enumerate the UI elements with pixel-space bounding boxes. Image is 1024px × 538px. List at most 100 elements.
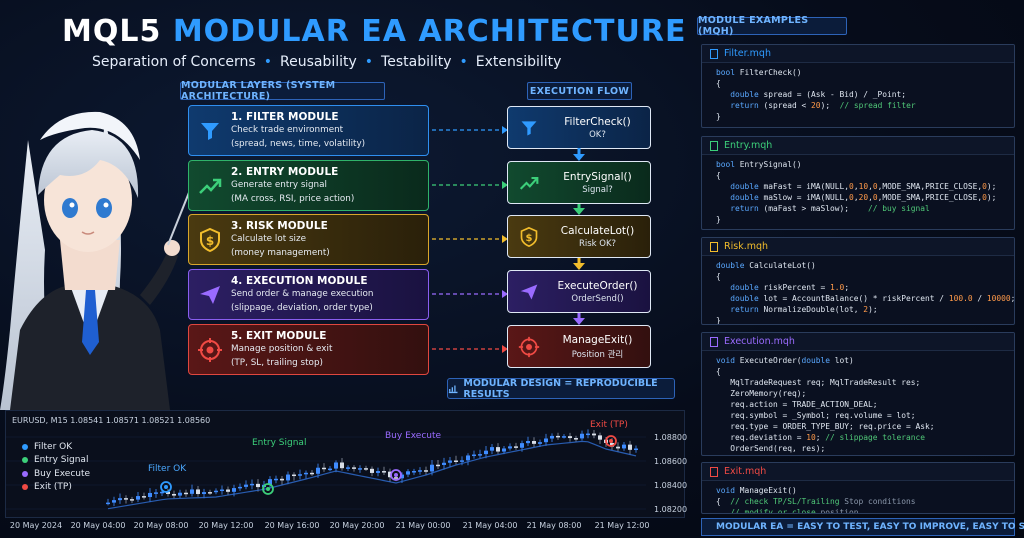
code-line: req.deviation = 10; // slippage toleranc…: [716, 433, 926, 442]
buy-execute-marker-dot: [394, 473, 398, 477]
footer-banner: MODULAR EA = EASY TO TEST, EASY TO IMPRO…: [701, 518, 1024, 536]
price-chart: 1.08800 1.08600 1.08400 1.08200: [5, 410, 688, 518]
code-card-header: Exit.mqh: [702, 463, 1014, 481]
module-desc: Send order & manage execution: [231, 289, 374, 299]
candle-body: [586, 433, 590, 436]
target-icon: [189, 325, 231, 374]
funnel-icon: [189, 106, 231, 155]
module-title: 3. RISK MODULE: [231, 220, 328, 232]
candle-body: [334, 462, 338, 469]
annotation-buy-execute: Buy Execute: [385, 431, 442, 441]
candle-body: [526, 440, 530, 444]
candle-body: [280, 478, 284, 481]
candle-body: [514, 446, 518, 448]
layers-section-header: MODULAR LAYERS (SYSTEM ARCHITECTURE): [180, 80, 385, 102]
page-title: MQL5 MODULAR EA ARCHITECTURE: [62, 14, 686, 49]
code-line: double lot = AccountBalance() * riskPerc…: [730, 294, 1015, 303]
code-line: return NormalizeDouble(lot, 2);: [730, 305, 878, 314]
code-line: bool EntrySignal(): [716, 160, 802, 169]
flow-down-arrows: [573, 148, 585, 325]
design-badge: MODULAR DESIGN = REPRODUCIBLE RESULTS: [447, 378, 675, 400]
trend-up-icon: [508, 173, 550, 193]
code-line: double maFast = iMA(NULL,0,10,0,MODE_SMA…: [730, 182, 997, 191]
code-card-entry: Entry.mqh bool EntrySignal() { double maFa…: [701, 136, 1015, 230]
chart-legend: Filter OK Entry Signal Buy Execute Exit …: [22, 440, 90, 494]
flow-function: ManageExit(): [562, 333, 633, 346]
module-desc: Generate entry signal: [231, 180, 327, 190]
dollar-shield-icon: $: [189, 215, 231, 264]
code-line: }: [716, 112, 721, 121]
module-desc: Calculate lot size: [231, 234, 307, 244]
x-tick: 21 May 04:00: [462, 521, 518, 530]
candle-body: [154, 492, 158, 494]
file-icon: [710, 140, 718, 151]
code-line: req.type = ORDER_TYPE_BUY; req.price = A…: [716, 422, 935, 431]
candle-body: [136, 496, 140, 500]
flow-check: Position 관리: [571, 349, 624, 360]
candle-body: [184, 492, 188, 495]
flow-section-header: EXECUTION FLOW: [527, 82, 632, 100]
x-tick: 21 May 08:00: [526, 521, 582, 530]
flow-step-filter: FilterCheck() OK?: [507, 106, 651, 149]
candle-body: [352, 467, 356, 469]
candle-body: [454, 460, 458, 462]
code-card-execution: Execution.mqh void ExecuteOrder(double lo…: [701, 332, 1015, 456]
candle-body: [610, 442, 614, 447]
file-icon: [710, 241, 718, 252]
candle-body: [124, 498, 128, 500]
examples-section-header: MODULE EXAMPLES (MQH): [697, 15, 847, 37]
candle-body: [376, 471, 380, 473]
candle-body: [130, 499, 134, 501]
title-part1: MQL5: [62, 14, 162, 49]
x-tick: 20 May 08:00: [133, 521, 189, 530]
candle-body: [112, 500, 116, 503]
candle-body: [490, 447, 494, 451]
candle-body: [214, 490, 218, 493]
candle-body: [274, 478, 278, 481]
code-line: {: [716, 171, 721, 180]
module-desc: (slippage, deviation, order type): [231, 302, 373, 313]
candle-body: [304, 472, 308, 475]
exit-tp-marker: [605, 435, 617, 447]
target-icon: [508, 336, 550, 358]
x-tick: 21 May 12:00: [594, 521, 650, 530]
exit-tp-marker-dot: [609, 439, 613, 443]
svg-text:$: $: [206, 234, 214, 248]
candle-body: [316, 467, 320, 474]
filter-ok-marker: [160, 481, 172, 493]
candlestick-chart-svg: [6, 429, 646, 510]
flow-function: ExecuteOrder(): [557, 279, 638, 292]
legend-item: Exit (TP): [22, 481, 90, 495]
x-tick: 20 May 2024: [9, 521, 63, 530]
module-desc: Manage position & exit: [231, 344, 333, 354]
code-block: bool FilterCheck() { double spread = (Ask…: [702, 63, 1014, 122]
subtitle: Separation of Concerns • Reusability • Testa…: [92, 54, 561, 70]
code-line: OrderSend(req, res);: [716, 444, 826, 453]
candle-body: [628, 444, 632, 450]
y-tick: 1.08800: [654, 433, 688, 442]
candle-body: [598, 435, 602, 440]
candle-body: [118, 498, 122, 501]
subtitle-item: Separation of Concerns: [92, 54, 256, 70]
title-part2: MODULAR EA ARCHITECTURE: [172, 14, 687, 49]
candle-body: [256, 483, 260, 488]
candle-body: [460, 460, 464, 462]
code-line: }: [716, 215, 721, 224]
code-file-name: Filter.mqh: [724, 48, 771, 59]
candle-body: [592, 433, 596, 436]
candle-body: [436, 464, 440, 467]
candle-body: [466, 455, 470, 461]
module-desc: Check trade environment: [231, 125, 344, 135]
candle-body: [418, 470, 422, 472]
filter-module-card: 1. FILTER MODULE Check trade environment…: [188, 105, 429, 156]
dollar-shield-icon: $: [508, 226, 550, 248]
flow-check: OK?: [589, 129, 606, 140]
candle-body: [550, 435, 554, 439]
module-title: 4. EXECUTION MODULE: [231, 275, 368, 287]
module-title: 5. EXIT MODULE: [231, 330, 327, 342]
flow-function: CalculateLot(): [560, 224, 635, 237]
code-line: void ExecuteOrder(double lot): [716, 356, 854, 365]
code-file-name: Entry.mqh: [724, 140, 773, 151]
code-line: { // check TP/SL/Trailing Stop condition…: [716, 497, 916, 506]
candle-body: [268, 479, 272, 485]
